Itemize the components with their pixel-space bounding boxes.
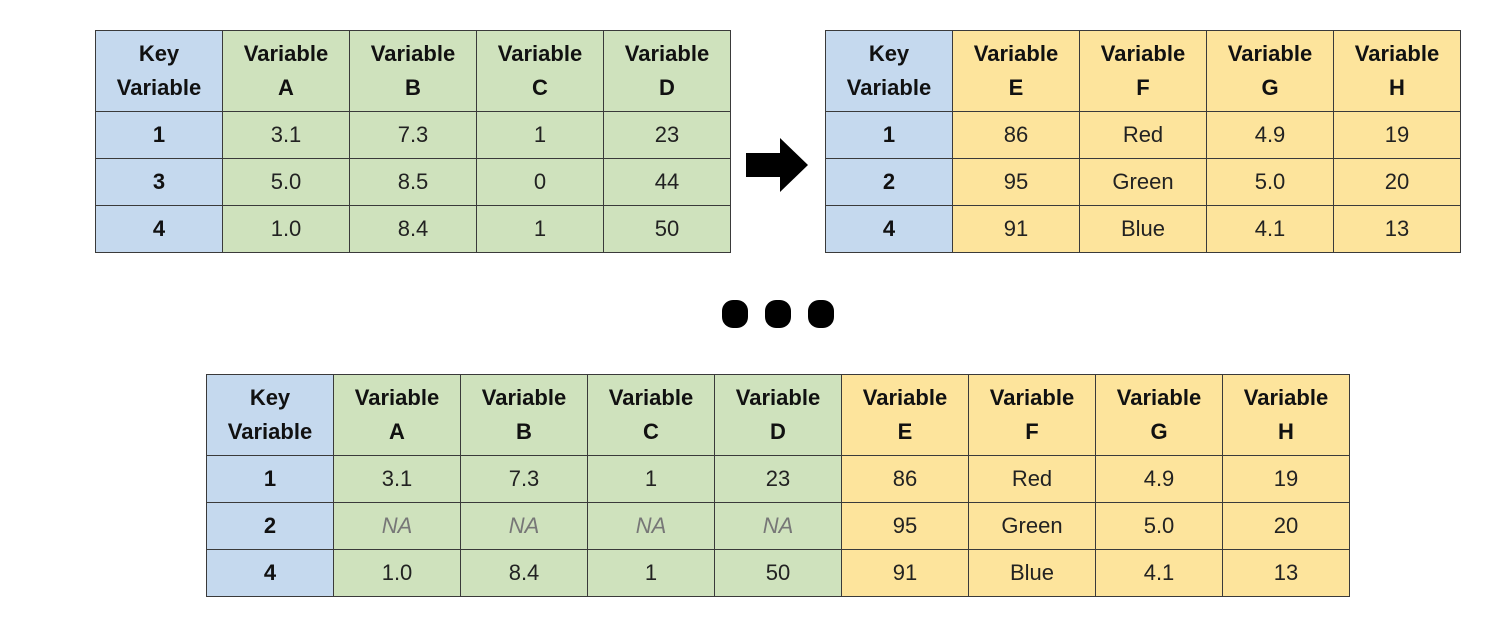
column-header: Key Variable <box>825 30 953 112</box>
key-cell: 4 <box>206 549 334 597</box>
table-cell: 4.1 <box>1095 549 1223 597</box>
table-cell: 1.0 <box>333 549 461 597</box>
table-row: 4 1.0 8.4 1 50 <box>95 205 731 253</box>
table-cell: 4.1 <box>1206 205 1334 253</box>
key-cell: 4 <box>825 205 953 253</box>
table-cell: 13 <box>1222 549 1350 597</box>
table-cell: 3.1 <box>222 111 350 159</box>
table-cell: 23 <box>714 455 842 503</box>
table-cell: 86 <box>952 111 1080 159</box>
column-header: Variable H <box>1222 374 1350 456</box>
table-cell: 1 <box>587 455 715 503</box>
table-row: 2 95 Green 5.0 20 <box>825 158 1461 206</box>
table-row: 3 5.0 8.5 0 44 <box>95 158 731 206</box>
table-cell: 20 <box>1333 158 1461 206</box>
key-cell: 1 <box>825 111 953 159</box>
table-row: 1 3.1 7.3 1 23 <box>95 111 731 159</box>
column-header: Variable F <box>1079 30 1207 112</box>
table-cell: 1 <box>476 111 604 159</box>
table-cell: 3.1 <box>333 455 461 503</box>
table-cell: 19 <box>1333 111 1461 159</box>
table-cell: 50 <box>603 205 731 253</box>
column-header: Variable C <box>587 374 715 456</box>
right-table: Key Variable Variable E Variable F Variable G Va… <box>825 30 1461 253</box>
table-cell: 50 <box>714 549 842 597</box>
table-cell: Red <box>1079 111 1207 159</box>
table-row: 2 NA NA NA NA 95 Green 5.0 20 <box>206 502 1350 550</box>
table-cell: 86 <box>841 455 969 503</box>
table-cell: Green <box>968 502 1096 550</box>
table-cell: 5.0 <box>1206 158 1334 206</box>
table-cell: 5.0 <box>222 158 350 206</box>
table-cell: 91 <box>952 205 1080 253</box>
right-arrow-icon <box>746 138 808 192</box>
table-cell: 1 <box>587 549 715 597</box>
joined-table: Key Variable Variable A Variable B Variable C Va… <box>206 374 1350 597</box>
column-header: Variable A <box>222 30 350 112</box>
table-cell: NA <box>333 502 461 550</box>
column-header: Variable F <box>968 374 1096 456</box>
header-row: Key Variable Variable E Variable F Variable G Va… <box>825 30 1461 112</box>
column-header: Variable C <box>476 30 604 112</box>
table-cell: NA <box>587 502 715 550</box>
table-cell: 4.9 <box>1095 455 1223 503</box>
table-row: 4 1.0 8.4 1 50 91 Blue 4.1 13 <box>206 549 1350 597</box>
column-header: Variable B <box>349 30 477 112</box>
key-cell: 2 <box>825 158 953 206</box>
table-cell: 44 <box>603 158 731 206</box>
table-cell: Red <box>968 455 1096 503</box>
table-cell: 91 <box>841 549 969 597</box>
table-cell: 5.0 <box>1095 502 1223 550</box>
column-header: Variable B <box>460 374 588 456</box>
key-cell: 1 <box>206 455 334 503</box>
key-cell: 2 <box>206 502 334 550</box>
table-row: 4 91 Blue 4.1 13 <box>825 205 1461 253</box>
table-cell: 4.9 <box>1206 111 1334 159</box>
column-header: Key Variable <box>95 30 223 112</box>
column-header: Variable G <box>1095 374 1223 456</box>
column-header: Variable H <box>1333 30 1461 112</box>
table-cell: 20 <box>1222 502 1350 550</box>
table-cell: 7.3 <box>460 455 588 503</box>
table-cell: NA <box>460 502 588 550</box>
column-header: Variable G <box>1206 30 1334 112</box>
column-header: Variable E <box>841 374 969 456</box>
table-cell: 1 <box>476 205 604 253</box>
table-cell: 19 <box>1222 455 1350 503</box>
table-row: 1 86 Red 4.9 19 <box>825 111 1461 159</box>
ellipsis-icon <box>722 300 834 328</box>
table-cell: 8.5 <box>349 158 477 206</box>
table-cell: 23 <box>603 111 731 159</box>
table-cell: 95 <box>952 158 1080 206</box>
table-cell: Blue <box>968 549 1096 597</box>
table-row: 1 3.1 7.3 1 23 86 Red 4.9 19 <box>206 455 1350 503</box>
column-header: Variable D <box>714 374 842 456</box>
column-header: Variable E <box>952 30 1080 112</box>
table-cell: 7.3 <box>349 111 477 159</box>
table-cell: 0 <box>476 158 604 206</box>
key-cell: 4 <box>95 205 223 253</box>
left-table: Key Variable Variable A Variable B Variable C Va… <box>95 30 731 253</box>
table-cell: 1.0 <box>222 205 350 253</box>
key-cell: 1 <box>95 111 223 159</box>
table-cell: 13 <box>1333 205 1461 253</box>
table-cell: 8.4 <box>460 549 588 597</box>
table-cell: Blue <box>1079 205 1207 253</box>
column-header: Variable D <box>603 30 731 112</box>
table-cell: NA <box>714 502 842 550</box>
key-cell: 3 <box>95 158 223 206</box>
column-header: Variable A <box>333 374 461 456</box>
table-cell: 8.4 <box>349 205 477 253</box>
table-cell: 95 <box>841 502 969 550</box>
column-header: Key Variable <box>206 374 334 456</box>
header-row: Key Variable Variable A Variable B Variable C Va… <box>206 374 1350 456</box>
header-row: Key Variable Variable A Variable B Variable C Va… <box>95 30 731 112</box>
table-cell: Green <box>1079 158 1207 206</box>
